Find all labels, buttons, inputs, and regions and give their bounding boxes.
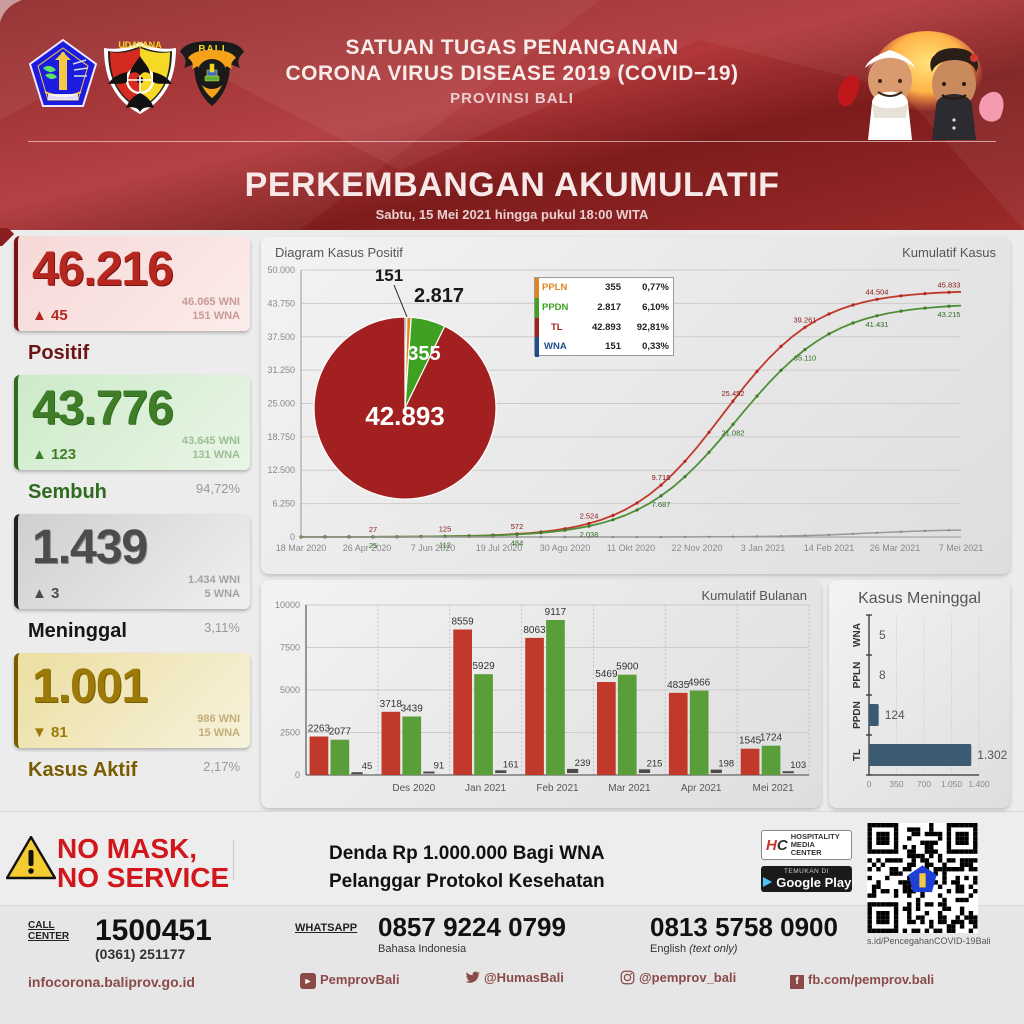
svg-text:TL: TL [852,749,863,761]
svg-text:Mei 2021: Mei 2021 [753,783,795,794]
svg-text:5: 5 [879,628,886,642]
svg-text:Jan 2021: Jan 2021 [465,783,507,794]
svg-text:1.400: 1.400 [968,779,990,789]
svg-text:42.893: 42.893 [365,401,445,431]
svg-text:WNA: WNA [852,623,863,647]
svg-text:1724: 1724 [760,733,783,744]
svg-text:91: 91 [434,761,445,772]
svg-text:PPLN: PPLN [852,662,863,689]
svg-text:PPDN: PPDN [852,701,863,729]
svg-text:Apr 2021: Apr 2021 [681,783,722,794]
svg-text:350: 350 [889,779,903,789]
svg-text:45: 45 [362,761,373,772]
svg-text:4835: 4835 [667,680,690,691]
svg-text:8: 8 [879,668,886,682]
svg-text:3718: 3718 [380,699,403,710]
svg-text:8559: 8559 [451,617,474,628]
svg-text:0: 0 [295,770,300,780]
svg-text:700: 700 [917,779,931,789]
svg-text:0: 0 [867,779,872,789]
svg-text:1.302: 1.302 [977,748,1007,762]
svg-text:5929: 5929 [472,661,495,672]
svg-text:3439: 3439 [401,704,424,715]
svg-text:1.050: 1.050 [941,779,963,789]
svg-text:5900: 5900 [616,662,639,673]
svg-text:1545: 1545 [739,736,762,747]
svg-text:198: 198 [718,759,734,770]
svg-text:5000: 5000 [280,685,300,695]
svg-text:103: 103 [790,760,806,771]
svg-text:151: 151 [375,266,403,285]
svg-text:239: 239 [575,758,591,769]
svg-text:9117: 9117 [545,607,567,618]
svg-text:2263: 2263 [308,724,331,735]
svg-text:7500: 7500 [280,643,300,653]
svg-text:2.817: 2.817 [414,285,464,307]
svg-text:2077: 2077 [329,727,352,738]
svg-text:8063: 8063 [523,625,546,636]
svg-text:Des 2020: Des 2020 [392,783,435,794]
svg-text:2500: 2500 [280,728,300,738]
svg-text:161: 161 [503,759,519,770]
svg-text:Mar 2021: Mar 2021 [608,783,651,794]
svg-text:10000: 10000 [275,600,300,610]
svg-text:Feb 2021: Feb 2021 [536,783,579,794]
svg-text:124: 124 [885,708,905,722]
svg-text:215: 215 [647,758,663,769]
svg-text:355: 355 [407,343,440,365]
svg-text:5469: 5469 [595,669,618,680]
svg-text:4966: 4966 [688,678,711,689]
